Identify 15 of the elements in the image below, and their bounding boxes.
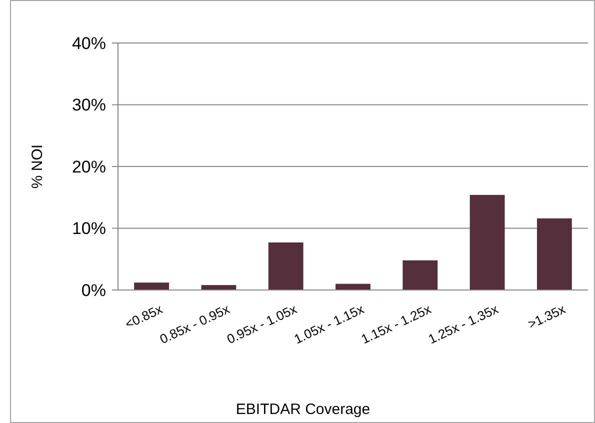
- x-axis-title: EBITDAR Coverage: [236, 401, 370, 418]
- y-tick-label: 30%: [72, 96, 106, 115]
- bar: [470, 194, 505, 290]
- y-tick-label: 10%: [72, 219, 106, 238]
- y-tick-label: 20%: [72, 157, 106, 176]
- x-tick-label: <0.85x: [122, 301, 166, 332]
- x-tick-label: >1.35x: [525, 301, 568, 332]
- y-tick-label: 0%: [81, 280, 106, 300]
- bar: [134, 282, 170, 290]
- bar: [268, 242, 304, 290]
- bar: [201, 285, 236, 290]
- y-tick-label: 40%: [72, 34, 106, 53]
- bar: [536, 218, 572, 290]
- y-axis-title: % NOI: [29, 144, 46, 189]
- bar: [402, 260, 438, 290]
